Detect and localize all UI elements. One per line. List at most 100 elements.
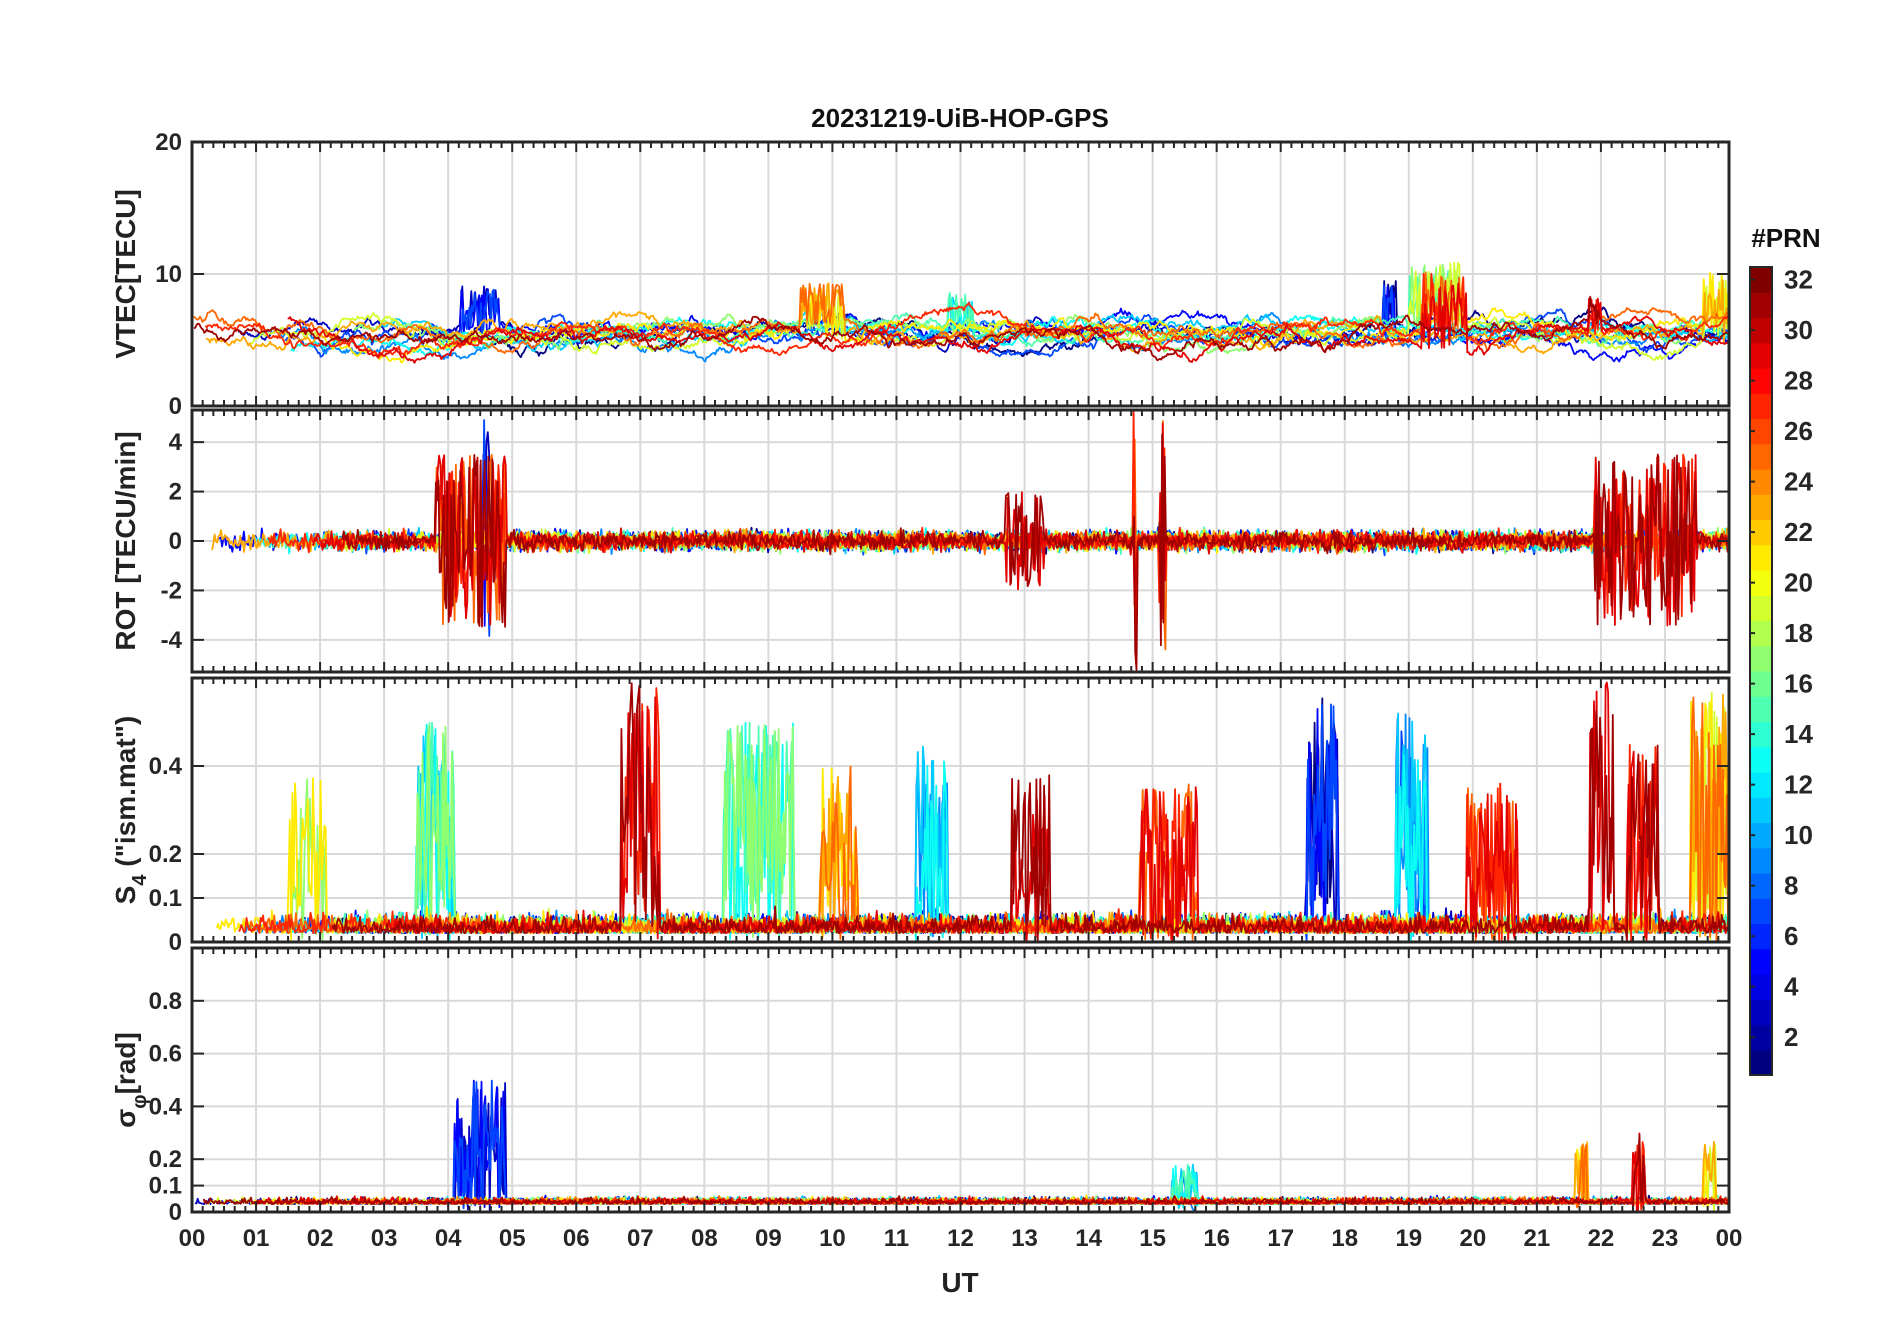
colorbar-swatch-23	[1750, 494, 1772, 521]
colorbar-swatch-3	[1750, 999, 1772, 1026]
x-tick-label-15: 15	[1139, 1225, 1166, 1252]
colorbar-tick-label-1: 4	[1784, 972, 1799, 1002]
colorbar-swatch-8	[1750, 873, 1772, 899]
colorbar-swatch-12	[1750, 772, 1772, 798]
colorbar-tick-label-3: 8	[1784, 871, 1798, 901]
x-tick-label-10: 10	[819, 1225, 846, 1252]
colorbar-frame	[1749, 266, 1773, 1076]
x-tick-label-24: 00	[1716, 1225, 1743, 1252]
colorbar-swatch-27	[1750, 393, 1772, 420]
x-tick-label-19: 19	[1395, 1225, 1422, 1252]
colorbar-swatch-20	[1750, 570, 1772, 596]
vtec-series-prn-23	[205, 279, 1729, 355]
x-tick-label-2: 02	[307, 1225, 334, 1252]
vtec-ytick-label-0: 0	[169, 393, 182, 420]
x-tick-label-21: 21	[1524, 1225, 1551, 1252]
sigphi-traces	[194, 1079, 1729, 1212]
rot-ytick-label-3: 2	[169, 479, 182, 506]
colorbar-swatch-6	[1750, 923, 1772, 950]
colorbar-swatch-32	[1750, 267, 1772, 293]
x-tick-label-23: 23	[1652, 1225, 1679, 1252]
colorbar-swatch-29	[1750, 342, 1772, 369]
colorbar-swatch-2	[1750, 1024, 1772, 1051]
s4-ytick-label-3: 0.4	[149, 753, 183, 780]
x-tick-label-17: 17	[1267, 1225, 1294, 1252]
x-tick-label-16: 16	[1203, 1225, 1230, 1252]
colorbar-swatch-21	[1750, 544, 1772, 571]
colorbar-label: #PRN	[1751, 223, 1820, 253]
colorbar-swatch-13	[1750, 746, 1772, 773]
x-tick-label-18: 18	[1331, 1225, 1358, 1252]
colorbar-swatch-10	[1750, 822, 1772, 849]
vtec-series-prn-1	[420, 280, 1729, 359]
x-tick-label-3: 03	[371, 1225, 398, 1252]
colorbar-swatch-26	[1750, 418, 1772, 445]
rot-series-prn-31	[341, 433, 1729, 671]
colorbar-swatch-24	[1750, 469, 1772, 495]
x-tick-label-7: 07	[627, 1225, 654, 1252]
x-tick-label-1: 01	[243, 1225, 270, 1252]
rot-traces	[211, 410, 1729, 671]
colorbar-swatch-9	[1750, 847, 1772, 874]
sigphi-ytick-label-1: 0.1	[149, 1173, 182, 1200]
colorbar-swatch-18	[1750, 620, 1772, 647]
colorbar-tick-label-0: 2	[1784, 1022, 1798, 1052]
rot-ytick-label-4: 4	[169, 429, 183, 456]
chart-title: 20231219-UiB-HOP-GPS	[811, 103, 1109, 133]
colorbar-tick-label-14: 30	[1784, 315, 1813, 345]
colorbar-tick-label-12: 26	[1784, 416, 1813, 446]
x-tick-label-12: 12	[947, 1225, 974, 1252]
colorbar-swatch-7	[1750, 898, 1772, 925]
colorbar-tick-label-8: 18	[1784, 618, 1813, 648]
colorbar-swatch-30	[1750, 317, 1772, 344]
colorbar-swatch-1	[1750, 1049, 1772, 1076]
x-tick-label-6: 06	[563, 1225, 590, 1252]
colorbar-swatch-11	[1750, 797, 1772, 824]
rot-ylabel: ROT [TECU/min]	[110, 431, 141, 650]
colorbar-tick-label-15: 32	[1784, 265, 1813, 295]
data-series	[193, 261, 1729, 1212]
colorbar-tick-label-5: 12	[1784, 770, 1813, 800]
colorbar-tick-label-4: 10	[1784, 820, 1813, 850]
colorbar-tick-label-13: 28	[1784, 366, 1813, 396]
vtec-series-prn-31	[193, 295, 1729, 362]
sigphi-ytick-label-5: 0.8	[149, 988, 182, 1015]
rot-ytick-label-2: 0	[169, 528, 182, 555]
x-tick-label-14: 14	[1075, 1225, 1102, 1252]
s4-ytick-label-1: 0.1	[149, 885, 182, 912]
colorbar-swatch-17	[1750, 645, 1772, 672]
s4-ylabel: S4 ("ism.mat")	[110, 716, 151, 905]
x-tick-label-9: 09	[755, 1225, 782, 1252]
colorbar-swatch-31	[1750, 292, 1772, 319]
vtec-ytick-label-2: 20	[155, 129, 182, 156]
s4-series-prn-31	[331, 682, 1729, 942]
x-tick-label-8: 08	[691, 1225, 718, 1252]
colorbar-swatch-28	[1750, 368, 1772, 394]
vtec-ytick-label-1: 10	[155, 261, 182, 288]
vtec-series-prn-27	[204, 272, 1729, 359]
rot-ytick-label-0: -4	[161, 627, 183, 654]
colorbar-swatch-4	[1750, 974, 1772, 1000]
sigphi-ytick-label-2: 0.2	[149, 1146, 182, 1173]
sigphi-ytick-label-3: 0.4	[149, 1093, 183, 1120]
vtec-traces	[193, 261, 1729, 364]
colorbar-tick-label-11: 24	[1784, 467, 1813, 497]
s4-ytick-label-0: 0	[169, 929, 182, 956]
colorbar-swatch-5	[1750, 948, 1772, 975]
x-tick-label-13: 13	[1011, 1225, 1038, 1252]
x-axis-label: UT	[941, 1267, 978, 1298]
colorbar-tick-label-7: 16	[1784, 669, 1813, 699]
sigphi-ytick-label-4: 0.6	[149, 1041, 182, 1068]
colorbar-swatch-19	[1750, 595, 1772, 622]
colorbar-tick-label-6: 14	[1784, 719, 1813, 749]
colorbar-swatch-22	[1750, 519, 1772, 546]
x-tick-label-4: 04	[435, 1225, 462, 1252]
sigphi-series-prn-31	[202, 1134, 1729, 1207]
colorbar-swatch-25	[1750, 443, 1772, 470]
s4-traces	[215, 681, 1729, 942]
colorbar-swatch-15	[1750, 696, 1772, 723]
